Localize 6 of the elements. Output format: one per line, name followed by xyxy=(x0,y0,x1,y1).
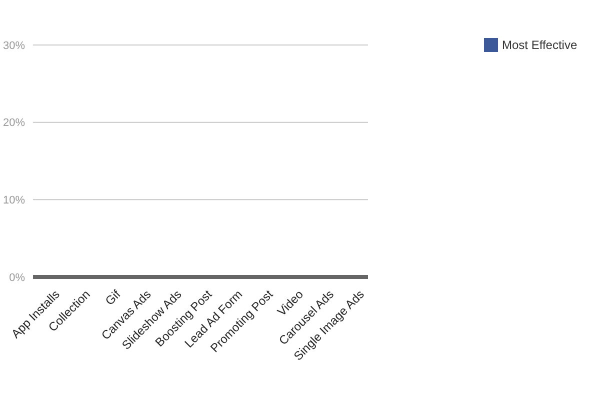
y-tick-label: 30% xyxy=(2,40,26,52)
legend-label: Most Effective xyxy=(502,38,578,52)
y-tick-label: 10% xyxy=(2,194,26,207)
x-tick-label: Gif xyxy=(102,286,124,308)
y-tick-label: 20% xyxy=(2,117,26,130)
y-tick-label: 0% xyxy=(9,272,26,284)
